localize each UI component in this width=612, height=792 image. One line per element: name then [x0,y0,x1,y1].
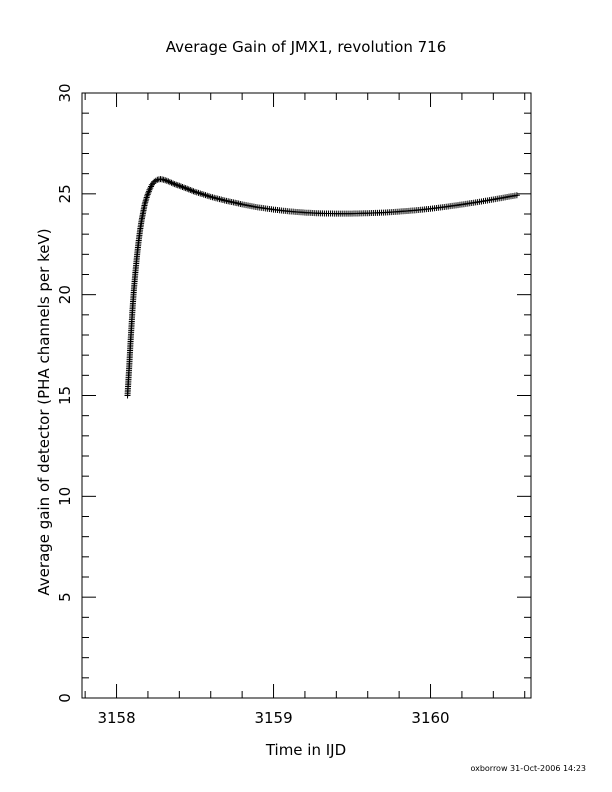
y-tick-label: 25 [56,184,74,203]
y-axis-label: Average gain of detector (PHA channels p… [35,228,53,595]
data-point [513,192,520,199]
y-tick-label: 15 [56,386,74,405]
y-tick-label: 30 [56,83,74,102]
x-tick-label: 3160 [411,709,449,727]
y-tick-label: 20 [56,285,74,304]
y-tick-label: 5 [56,592,74,602]
x-axis-label: Time in IJD [265,741,346,759]
data-points [124,176,520,399]
plot-frame [81,92,532,699]
chart-title: Average Gain of JMX1, revolution 716 [166,38,447,56]
x-tick-label: 3158 [97,709,135,727]
x-tick-label: 3159 [254,709,292,727]
axis-ticks [82,92,531,699]
y-tick-label: 10 [56,487,74,506]
tick-labels: 3158 3159 3160 0 5 10 15 20 25 30 [56,83,450,727]
y-tick-label: 0 [56,693,74,703]
footer-credit: oxborrow 31-Oct-2006 14:23 [470,764,586,773]
